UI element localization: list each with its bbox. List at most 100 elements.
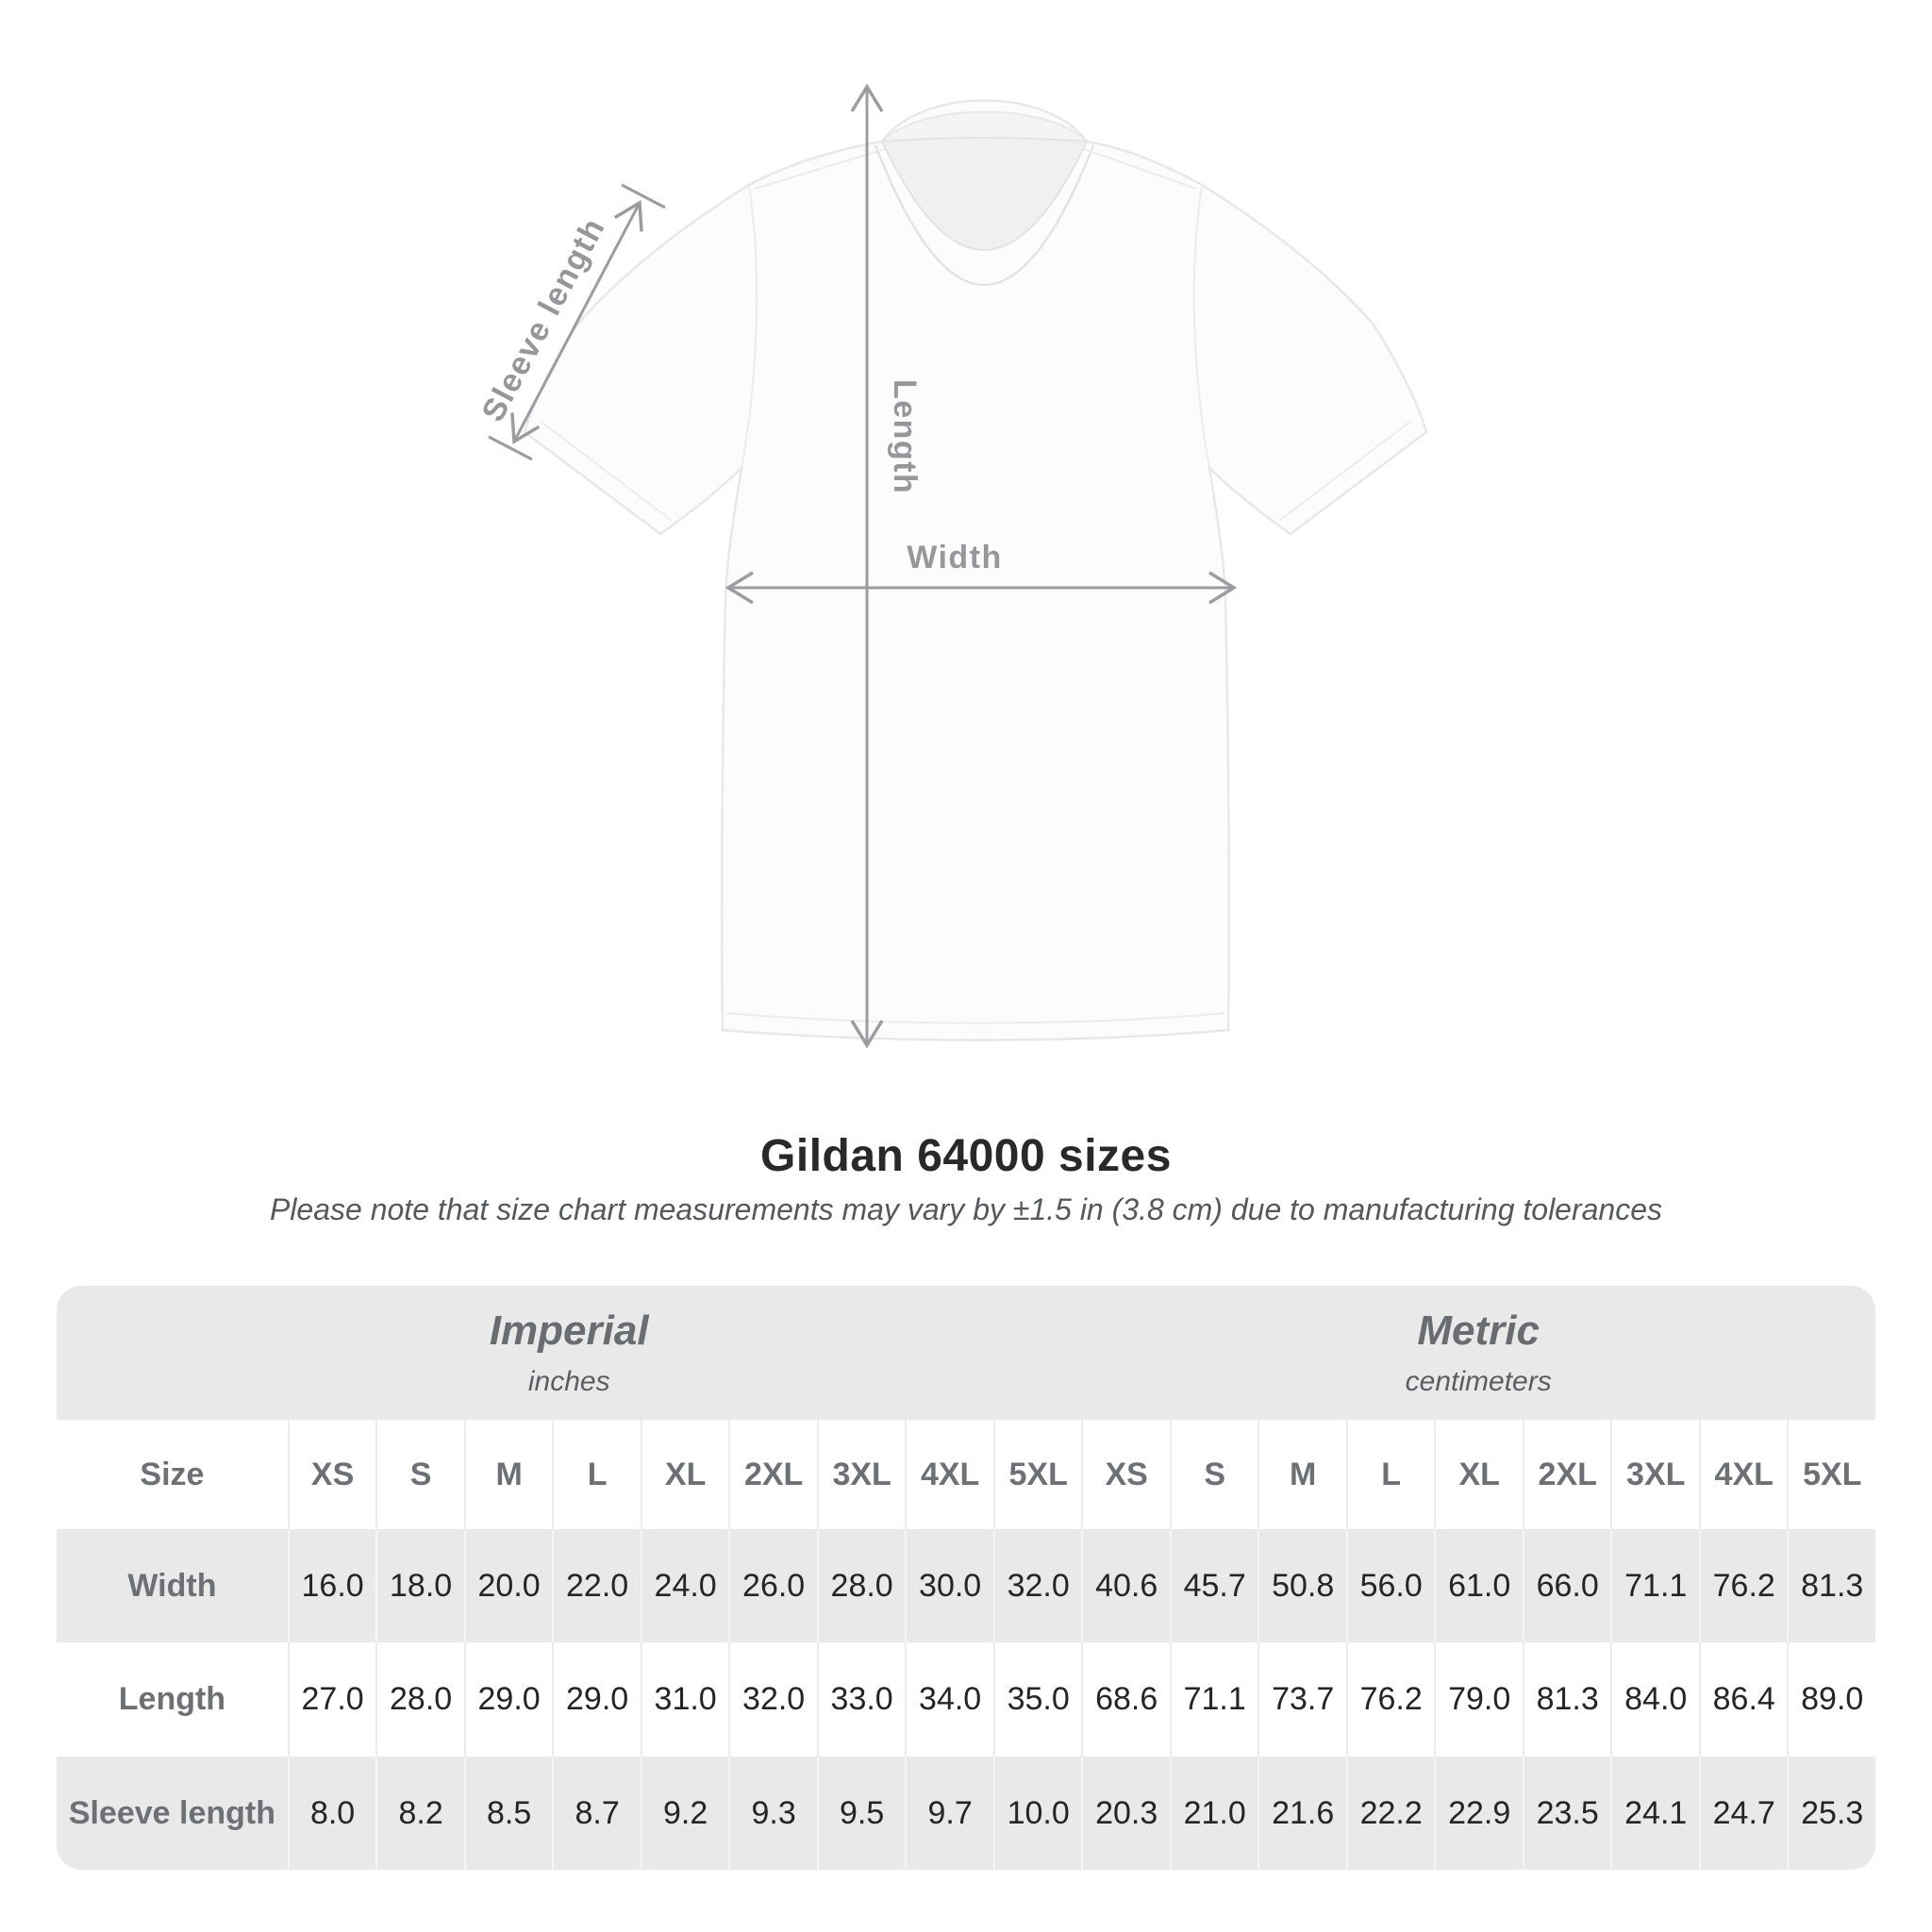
size-chart-title: Gildan 64000 sizes <box>760 1131 1172 1181</box>
sleeve-hem-right <box>1278 420 1412 522</box>
row-length: Length 27.0 28.0 29.0 29.0 31.0 32.0 33.… <box>57 1642 1875 1757</box>
row-sleeve-length: Sleeve length 8.0 8.2 8.5 8.7 9.2 9.3 9.… <box>57 1757 1875 1870</box>
width-imperial-s: 18.0 <box>375 1529 464 1642</box>
col-header-imperial-2xl: 2XL <box>728 1420 817 1529</box>
length-metric-m: 73.7 <box>1257 1642 1346 1757</box>
col-header-imperial-s: S <box>375 1420 464 1529</box>
length-metric-s: 71.1 <box>1169 1642 1258 1757</box>
row-label-width: Width <box>127 1567 217 1604</box>
sleeve-end-tick-bottom <box>488 435 533 461</box>
sleeve-metric-l: 22.2 <box>1345 1757 1435 1870</box>
group-header-metric: Metric centimeters <box>1081 1286 1875 1420</box>
sleeve-metric-xl: 22.9 <box>1434 1757 1523 1870</box>
collar-opening <box>880 137 1089 251</box>
length-metric-l: 76.2 <box>1345 1642 1435 1757</box>
length-imperial-2xl: 32.0 <box>728 1642 817 1757</box>
sleeve-imperial-2xl: 9.3 <box>728 1757 817 1870</box>
sleeve-imperial-5xl: 10.0 <box>992 1757 1082 1870</box>
sleeve-imperial-xl: 9.2 <box>640 1757 729 1870</box>
row-width: Width 16.0 18.0 20.0 22.0 24.0 26.0 28.0… <box>57 1529 1875 1642</box>
sleeve-metric-2xl: 23.5 <box>1522 1757 1611 1870</box>
hem-stitch <box>725 1012 1225 1024</box>
sleeve-metric-s: 21.0 <box>1169 1757 1258 1870</box>
metric-title: Metric <box>1417 1307 1540 1354</box>
col-header-imperial-xs: XS <box>287 1420 376 1529</box>
row-label-length: Length <box>118 1681 226 1717</box>
width-metric-s: 45.7 <box>1169 1529 1258 1642</box>
sleeve-imperial-3xl: 9.5 <box>816 1757 906 1870</box>
sleeve-metric-3xl: 24.1 <box>1610 1757 1699 1870</box>
width-metric-xl: 61.0 <box>1434 1529 1523 1642</box>
length-imperial-xl: 31.0 <box>640 1642 729 1757</box>
col-header-metric-s: S <box>1169 1420 1258 1529</box>
sleeve-imperial-l: 8.7 <box>552 1757 641 1870</box>
width-metric-l: 56.0 <box>1345 1529 1435 1642</box>
width-imperial-5xl: 32.0 <box>992 1529 1082 1642</box>
width-imperial-4xl: 30.0 <box>905 1529 993 1642</box>
width-metric-xs: 40.6 <box>1081 1529 1170 1642</box>
width-imperial-xs: 16.0 <box>287 1529 376 1642</box>
length-imperial-xs: 27.0 <box>287 1642 376 1757</box>
length-metric-5xl: 89.0 <box>1787 1642 1875 1757</box>
col-header-imperial-5xl: 5XL <box>992 1420 1082 1529</box>
col-header-metric-2xl: 2XL <box>1522 1420 1611 1529</box>
col-header-metric-4xl: 4XL <box>1698 1420 1788 1529</box>
width-metric-2xl: 66.0 <box>1522 1529 1611 1642</box>
sleeve-metric-xs: 20.3 <box>1081 1757 1170 1870</box>
length-imperial-m: 29.0 <box>463 1642 553 1757</box>
width-metric-3xl: 71.1 <box>1610 1529 1699 1642</box>
length-metric-4xl: 86.4 <box>1698 1642 1788 1757</box>
collar-seam <box>874 144 1095 286</box>
col-header-imperial-m: M <box>463 1420 553 1529</box>
length-metric-xs: 68.6 <box>1081 1642 1170 1757</box>
length-metric-2xl: 81.3 <box>1522 1642 1611 1757</box>
length-imperial-4xl: 34.0 <box>905 1642 993 1757</box>
sleeve-dimension-line <box>510 200 643 444</box>
col-header-imperial-4xl: 4XL <box>905 1420 993 1529</box>
sleeve-imperial-m: 8.5 <box>463 1757 553 1870</box>
col-header-metric-m: M <box>1257 1420 1346 1529</box>
width-metric-4xl: 76.2 <box>1698 1529 1788 1642</box>
width-metric-m: 50.8 <box>1257 1529 1346 1642</box>
unit-group-header-row: Imperial inches Metric centimeters <box>57 1286 1875 1420</box>
shoulder-seam-right <box>1083 148 1197 190</box>
col-header-metric-xs: XS <box>1081 1420 1170 1529</box>
width-metric-5xl: 81.3 <box>1787 1529 1875 1642</box>
sleeve-metric-5xl: 25.3 <box>1787 1757 1875 1870</box>
col-header-metric-xl: XL <box>1434 1420 1523 1529</box>
length-imperial-3xl: 33.0 <box>816 1642 906 1757</box>
size-col-header: Size <box>140 1456 205 1492</box>
width-imperial-l: 22.0 <box>552 1529 641 1642</box>
width-imperial-2xl: 26.0 <box>728 1529 817 1642</box>
width-imperial-3xl: 28.0 <box>816 1529 906 1642</box>
sleeve-imperial-s: 8.2 <box>375 1757 464 1870</box>
sleeve-imperial-xs: 8.0 <box>287 1757 376 1870</box>
length-metric-3xl: 84.0 <box>1610 1642 1699 1757</box>
length-imperial-s: 28.0 <box>375 1642 464 1757</box>
col-header-metric-l: L <box>1345 1420 1435 1529</box>
col-header-imperial-3xl: 3XL <box>816 1420 906 1529</box>
size-header-row: Size XS S M L XL 2XL 3XL 4XL 5XL XS S M … <box>57 1420 1875 1529</box>
col-header-metric-3xl: 3XL <box>1610 1420 1699 1529</box>
group-header-imperial: Imperial inches <box>57 1286 1081 1420</box>
sleeve-metric-m: 21.6 <box>1257 1757 1346 1870</box>
length-label: Length <box>887 379 923 494</box>
length-metric-xl: 79.0 <box>1434 1642 1523 1757</box>
width-imperial-m: 20.0 <box>463 1529 553 1642</box>
row-label-sleeve-length: Sleeve length <box>68 1794 276 1831</box>
sleeve-imperial-4xl: 9.7 <box>905 1757 993 1870</box>
col-header-imperial-l: L <box>552 1420 641 1529</box>
armhole-seam-right <box>1192 186 1210 469</box>
length-imperial-5xl: 35.0 <box>992 1642 1082 1757</box>
sleeve-metric-4xl: 24.7 <box>1698 1757 1788 1870</box>
col-header-metric-5xl: 5XL <box>1787 1420 1875 1529</box>
width-label: Width <box>907 540 1003 575</box>
length-imperial-l: 29.0 <box>552 1642 641 1757</box>
tshirt-illustration <box>523 99 1428 1041</box>
imperial-subtitle: inches <box>527 1366 610 1397</box>
size-chart-note: Please note that size chart measurements… <box>269 1192 1663 1226</box>
armhole-seam-left <box>741 186 758 469</box>
metric-subtitle: centimeters <box>1405 1366 1552 1397</box>
